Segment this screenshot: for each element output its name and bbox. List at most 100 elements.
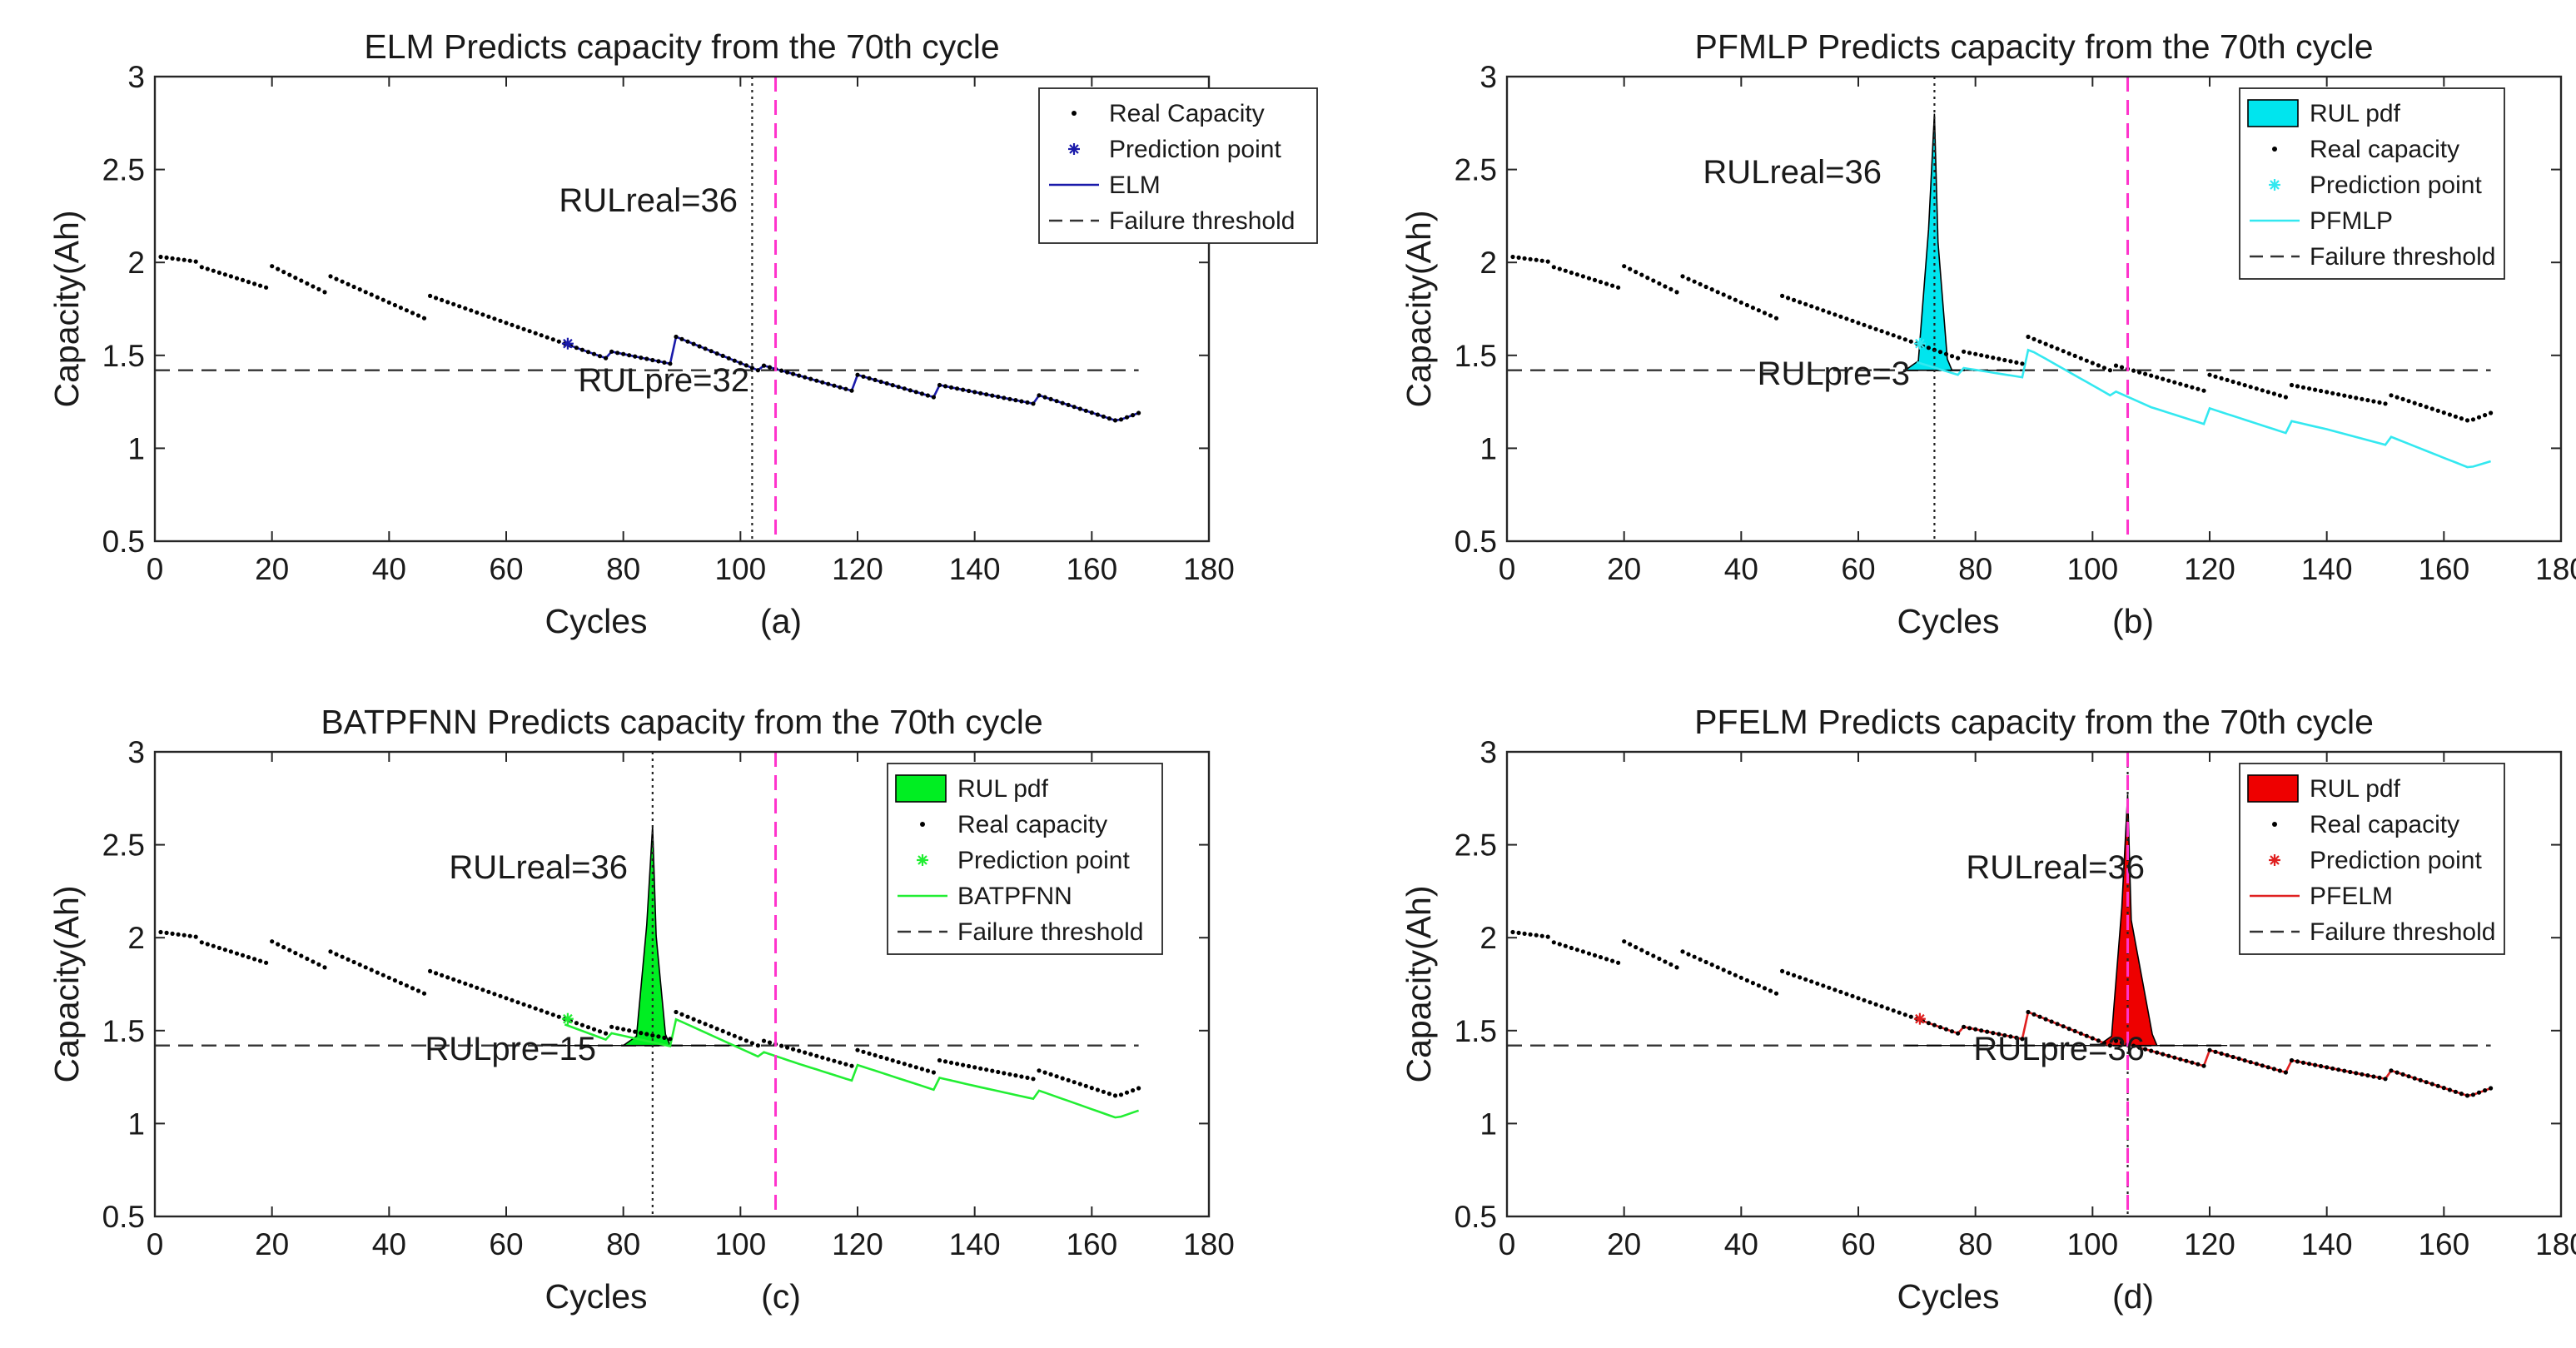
real-capacity-point [890, 1058, 895, 1063]
real-capacity-point [656, 1034, 661, 1039]
real-capacity-point [633, 1029, 638, 1034]
x-tick-label: 100 [714, 1227, 766, 1261]
real-capacity-point [1628, 942, 1633, 947]
real-capacity-point [1862, 997, 1867, 1002]
real-capacity-point [521, 326, 526, 331]
real-capacity-point [2342, 393, 2347, 398]
axes-box [153, 75, 1211, 543]
x-tick-label: 80 [1958, 552, 1992, 586]
real-capacity-point [415, 313, 421, 318]
real-capacity-point [1943, 351, 1949, 356]
real-capacity-point [990, 1068, 995, 1073]
real-capacity-point [2014, 360, 2019, 365]
legend-entry: PFMLP [2310, 207, 2393, 235]
real-capacity-point [2061, 349, 2066, 354]
real-capacity-point [1798, 300, 1803, 305]
real-capacity-point [182, 257, 186, 262]
real-capacity-point [709, 1024, 714, 1029]
real-capacity-point [1528, 932, 1533, 937]
real-capacity-point [1657, 281, 1662, 286]
real-capacity-point [392, 977, 397, 983]
real-capacity-point [1891, 1008, 1896, 1013]
real-capacity-point [1979, 1028, 1984, 1033]
real-capacity-point [234, 951, 240, 956]
real-capacity-point [1101, 1089, 1106, 1094]
real-capacity-point [369, 292, 374, 297]
real-capacity-point [814, 378, 819, 383]
real-capacity-point [884, 1056, 889, 1062]
real-capacity-point [451, 977, 456, 982]
real-capacity-point [697, 344, 702, 349]
x-tick-label: 40 [372, 552, 406, 586]
real-capacity-point [955, 1062, 960, 1067]
real-capacity-point [720, 1028, 725, 1033]
real-capacity-point [410, 986, 415, 991]
real-capacity-point [469, 983, 474, 988]
real-capacity-point [1709, 287, 1714, 292]
real-capacity-point [855, 372, 860, 377]
x-tick-label: 60 [489, 1227, 523, 1261]
real-capacity-point [1106, 416, 1111, 421]
real-capacity-point [1604, 281, 1609, 286]
real-capacity-point [2072, 353, 2077, 358]
real-capacity-point [925, 1068, 930, 1073]
real-capacity-point [609, 349, 614, 354]
real-capacity-point [2090, 1036, 2095, 1041]
real-capacity-point [1885, 331, 1890, 336]
real-capacity-point [2271, 391, 2276, 396]
real-capacity-point [1025, 400, 1030, 405]
real-capacity-point [579, 347, 584, 352]
real-capacity-point [1534, 257, 1539, 262]
real-capacity-point [440, 297, 445, 302]
rul-real-label: RULreal=36 [1966, 849, 2145, 886]
real-capacity-point [234, 276, 240, 281]
real-capacity-point [2354, 1071, 2359, 1076]
real-capacity-point [264, 960, 269, 965]
real-capacity-point [1586, 276, 1592, 281]
real-capacity-point [873, 377, 878, 382]
real-capacity-point [187, 933, 192, 938]
real-capacity-point [2360, 1072, 2365, 1077]
real-capacity-point [1949, 1029, 1955, 1034]
legend-entry: BATPFNN [957, 883, 1072, 910]
real-capacity-point [1616, 285, 1621, 290]
legend-swatch-point [1068, 143, 1080, 155]
real-capacity-point [1131, 413, 1136, 418]
real-capacity-point [1979, 353, 1984, 358]
real-capacity-point [2394, 1070, 2399, 1075]
real-capacity-point [948, 385, 954, 390]
real-capacity-point [639, 356, 644, 361]
real-capacity-point [919, 391, 924, 396]
real-capacity-point [961, 387, 966, 392]
legend-entry: Failure threshold [2310, 243, 2495, 271]
real-capacity-point [779, 368, 784, 373]
real-capacity-point [913, 390, 918, 395]
y-axis-label: Capacity(Ah) [47, 211, 86, 408]
real-capacity-point [1680, 949, 1685, 954]
prediction-point-marker [1913, 337, 1926, 350]
real-capacity-point [2155, 1050, 2160, 1055]
real-capacity-point [779, 1043, 784, 1048]
real-capacity-point [2166, 378, 2171, 383]
real-capacity-point [1002, 395, 1007, 400]
real-capacity-point [1095, 412, 1100, 417]
real-capacity-point [299, 278, 304, 283]
real-capacity-point [2166, 1053, 2171, 1058]
real-capacity-point [2031, 336, 2036, 341]
real-capacity-point [287, 948, 292, 953]
real-capacity-point [1962, 1024, 1967, 1029]
x-tick-label: 140 [2301, 552, 2353, 586]
real-capacity-point [211, 268, 216, 273]
real-capacity-point [199, 940, 204, 945]
real-capacity-point [1031, 401, 1036, 406]
real-capacity-point [2043, 1017, 2048, 1022]
real-capacity-point [1827, 985, 1832, 990]
real-capacity-point [434, 296, 439, 301]
real-capacity-point [1780, 968, 1785, 973]
real-capacity-point [216, 270, 221, 276]
real-capacity-point [357, 963, 362, 967]
axes-box [153, 750, 1211, 1218]
real-capacity-point [585, 1025, 591, 1030]
real-capacity-point [510, 322, 515, 327]
real-capacity-point [849, 388, 854, 393]
